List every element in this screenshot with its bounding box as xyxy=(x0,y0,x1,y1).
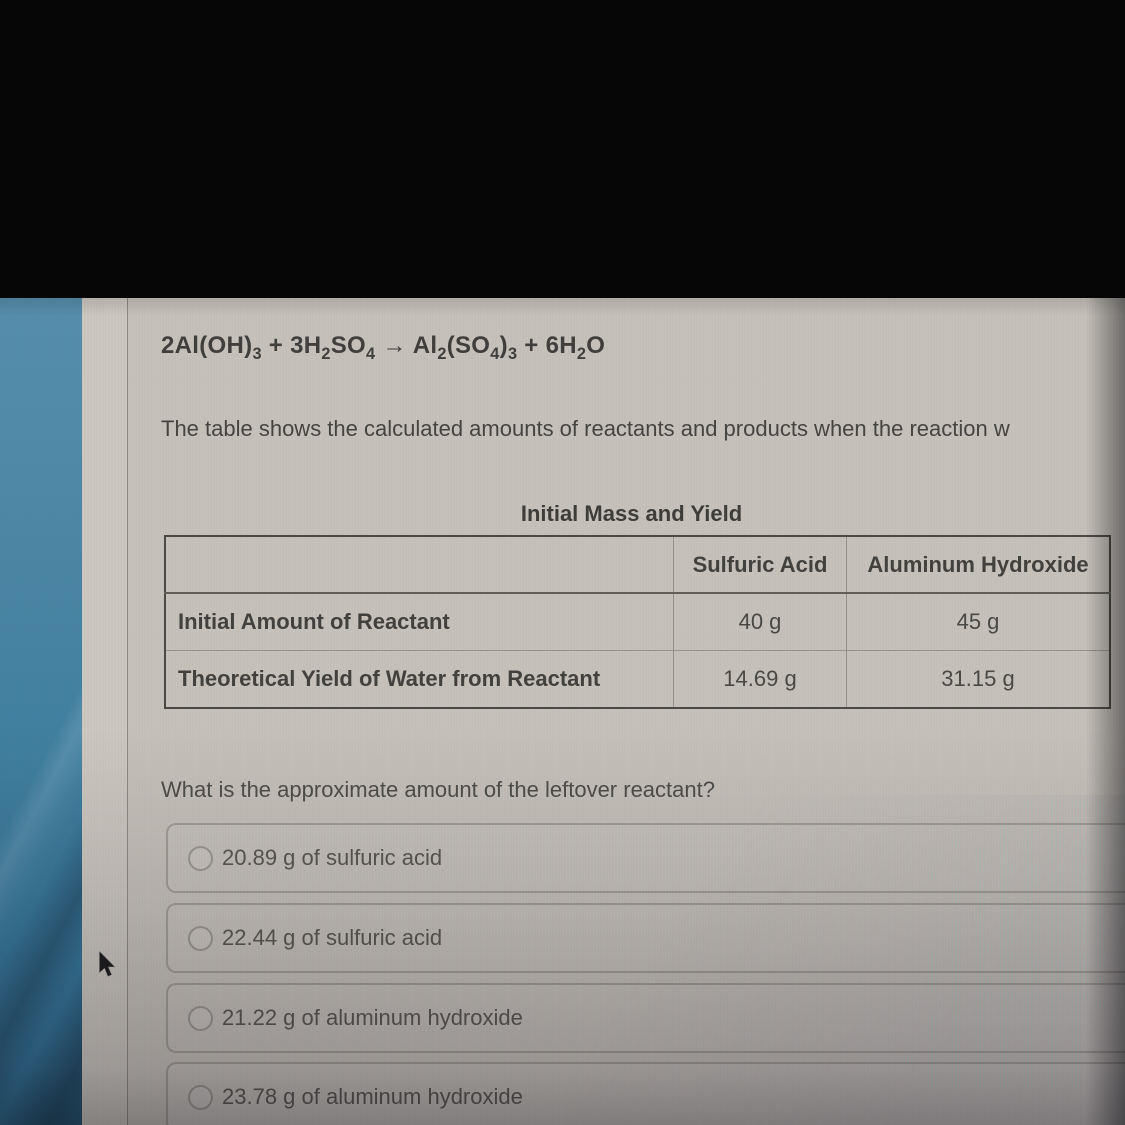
answer-option-label: 20.89 g of sulfuric acid xyxy=(222,845,443,870)
answer-option-2[interactable]: 22.44 g of sulfuric acid xyxy=(166,903,1125,973)
screen-content: 2Al(OH)3 + 3H2SO4 → Al2(SO4)3 + 6H2O The… xyxy=(0,298,1125,1125)
quiz-page: 2Al(OH)3 + 3H2SO4 → Al2(SO4)3 + 6H2O The… xyxy=(127,298,1125,1125)
radio-button[interactable] xyxy=(188,925,213,951)
col-header-aluminum-hydroxide: Aluminum Hydroxide xyxy=(846,535,1111,594)
cell-initial-aluminum: 45 g xyxy=(846,592,1111,651)
intro-text: The table shows the calculated amounts o… xyxy=(161,416,1010,441)
cell-yield-sulfuric: 14.69 g xyxy=(673,650,847,709)
col-header-sulfuric-acid: Sulfuric Acid xyxy=(673,535,847,594)
answer-option-label: 22.44 g of sulfuric acid xyxy=(222,925,443,950)
desktop-wallpaper-strip xyxy=(0,298,82,1125)
table-title: Initial Mass and Yield xyxy=(520,501,743,526)
table-row: Initial Amount of Reactant 40 g 45 g xyxy=(164,592,1111,651)
table-header-row: Sulfuric Acid Aluminum Hydroxide xyxy=(164,535,1111,594)
initial-mass-yield-table: Sulfuric Acid Aluminum Hydroxide Initial… xyxy=(164,535,1111,709)
answer-option-label: 23.78 g of aluminum hydroxide xyxy=(222,1084,523,1109)
cell-initial-sulfuric: 40 g xyxy=(673,592,847,651)
chemical-equation: 2Al(OH)3 + 3H2SO4 → Al2(SO4)3 + 6H2O xyxy=(161,332,606,363)
answer-option-label: 21.22 g of aluminum hydroxide xyxy=(222,1005,523,1030)
letterbox-top xyxy=(0,0,1125,298)
radio-button[interactable] xyxy=(188,1005,213,1031)
question-text: What is the approximate amount of the le… xyxy=(161,777,715,802)
answer-option-1[interactable]: 20.89 g of sulfuric acid xyxy=(166,823,1125,893)
row-label-initial-amount: Initial Amount of Reactant xyxy=(164,592,674,651)
table-corner-cell xyxy=(164,535,674,594)
row-label-theoretical-yield: Theoretical Yield of Water from Reactant xyxy=(164,650,674,709)
answer-option-4[interactable]: 23.78 g of aluminum hydroxide xyxy=(166,1062,1125,1125)
window-gutter xyxy=(82,298,127,1125)
table-row: Theoretical Yield of Water from Reactant… xyxy=(164,650,1111,709)
radio-button[interactable] xyxy=(188,1084,213,1110)
cell-yield-aluminum: 31.15 g xyxy=(846,650,1111,709)
radio-button[interactable] xyxy=(188,845,213,871)
answer-option-3[interactable]: 21.22 g of aluminum hydroxide xyxy=(166,983,1125,1053)
